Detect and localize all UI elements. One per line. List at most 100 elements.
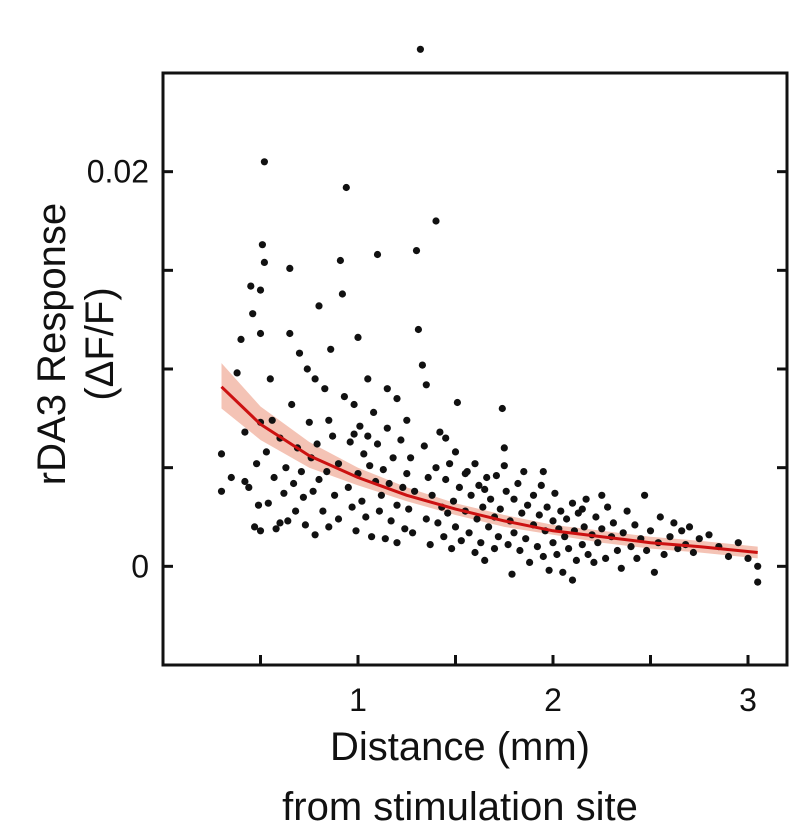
data-point	[233, 369, 241, 377]
data-point	[375, 507, 383, 515]
data-point	[297, 468, 305, 476]
data-point	[565, 545, 573, 553]
data-point	[660, 550, 668, 559]
data-point	[241, 477, 249, 486]
data-point	[270, 473, 278, 482]
data-point	[331, 491, 339, 499]
data-point	[572, 556, 581, 565]
data-point	[342, 183, 350, 192]
data-point	[370, 408, 378, 416]
data-point	[623, 507, 631, 515]
data-point	[405, 505, 413, 513]
data-point	[461, 470, 469, 478]
data-point	[549, 539, 557, 547]
data-point	[319, 507, 327, 515]
data-point	[373, 250, 382, 259]
data-point	[520, 468, 528, 476]
data-point	[479, 503, 487, 511]
data-point	[366, 462, 374, 470]
data-point	[440, 533, 448, 541]
data-point	[563, 515, 571, 523]
data-point	[516, 546, 524, 555]
data-point	[245, 483, 253, 491]
data-point	[514, 479, 522, 488]
data-point	[295, 349, 304, 357]
data-point	[418, 361, 426, 369]
data-point	[276, 519, 284, 527]
data-point	[436, 428, 444, 436]
data-point	[529, 491, 538, 499]
data-point	[539, 468, 547, 476]
data-point	[227, 473, 235, 482]
data-point	[557, 507, 565, 515]
data-point	[286, 329, 294, 338]
data-point	[598, 525, 606, 533]
data-point	[416, 45, 424, 53]
x-tick-label: 1	[349, 682, 367, 718]
data-point	[592, 513, 600, 521]
data-point	[609, 519, 618, 527]
data-point	[494, 533, 502, 541]
data-point	[356, 422, 364, 430]
data-point	[633, 554, 641, 563]
data-point	[393, 539, 401, 547]
data-point	[389, 454, 397, 462]
data-point	[403, 416, 411, 424]
data-point	[299, 493, 307, 501]
data-point	[559, 568, 567, 576]
data-point	[237, 335, 245, 343]
data-point	[670, 519, 678, 527]
data-point	[311, 375, 319, 383]
data-point	[500, 444, 508, 452]
x-axis-ticks: 1 2 3	[259, 655, 757, 718]
data-point	[354, 333, 362, 341]
data-point	[364, 432, 372, 440]
data-point	[253, 460, 261, 468]
data-point	[432, 464, 440, 472]
data-point	[383, 385, 391, 393]
data-point	[420, 442, 428, 450]
data-point	[685, 523, 694, 531]
data-point	[471, 460, 479, 468]
data-point	[292, 507, 300, 515]
data-point	[305, 418, 313, 426]
data-point	[256, 329, 265, 338]
data-point	[508, 570, 516, 578]
data-point	[475, 481, 483, 489]
data-point	[407, 454, 415, 462]
data-point	[325, 523, 333, 531]
data-point	[590, 558, 598, 567]
data-point	[377, 491, 385, 499]
data-point	[426, 541, 434, 549]
data-point	[444, 509, 452, 517]
data-point	[543, 503, 551, 511]
data-point	[666, 533, 674, 541]
data-point	[260, 158, 268, 166]
data-point	[578, 541, 586, 549]
data-point	[414, 325, 422, 334]
y-tick-label: 0	[131, 548, 149, 584]
data-point	[481, 485, 489, 493]
data-point	[485, 523, 493, 531]
data-point	[524, 501, 532, 509]
data-point	[346, 438, 354, 446]
data-point	[403, 470, 411, 478]
data-point	[373, 440, 382, 448]
data-point	[617, 564, 625, 572]
data-point	[383, 424, 391, 432]
confidence-band-layer	[221, 363, 758, 559]
data-point	[315, 302, 323, 310]
y-axis-ticks: 00.02	[87, 154, 787, 584]
data-point	[656, 513, 664, 521]
data-point	[321, 385, 329, 393]
data-point	[483, 473, 491, 482]
data-point	[352, 527, 360, 535]
data-point	[266, 375, 274, 383]
data-point	[578, 505, 586, 513]
data-point	[537, 481, 545, 489]
data-point	[368, 533, 376, 541]
data-point	[387, 517, 395, 525]
data-point	[448, 545, 456, 553]
data-point	[260, 258, 268, 266]
data-point	[338, 290, 346, 298]
